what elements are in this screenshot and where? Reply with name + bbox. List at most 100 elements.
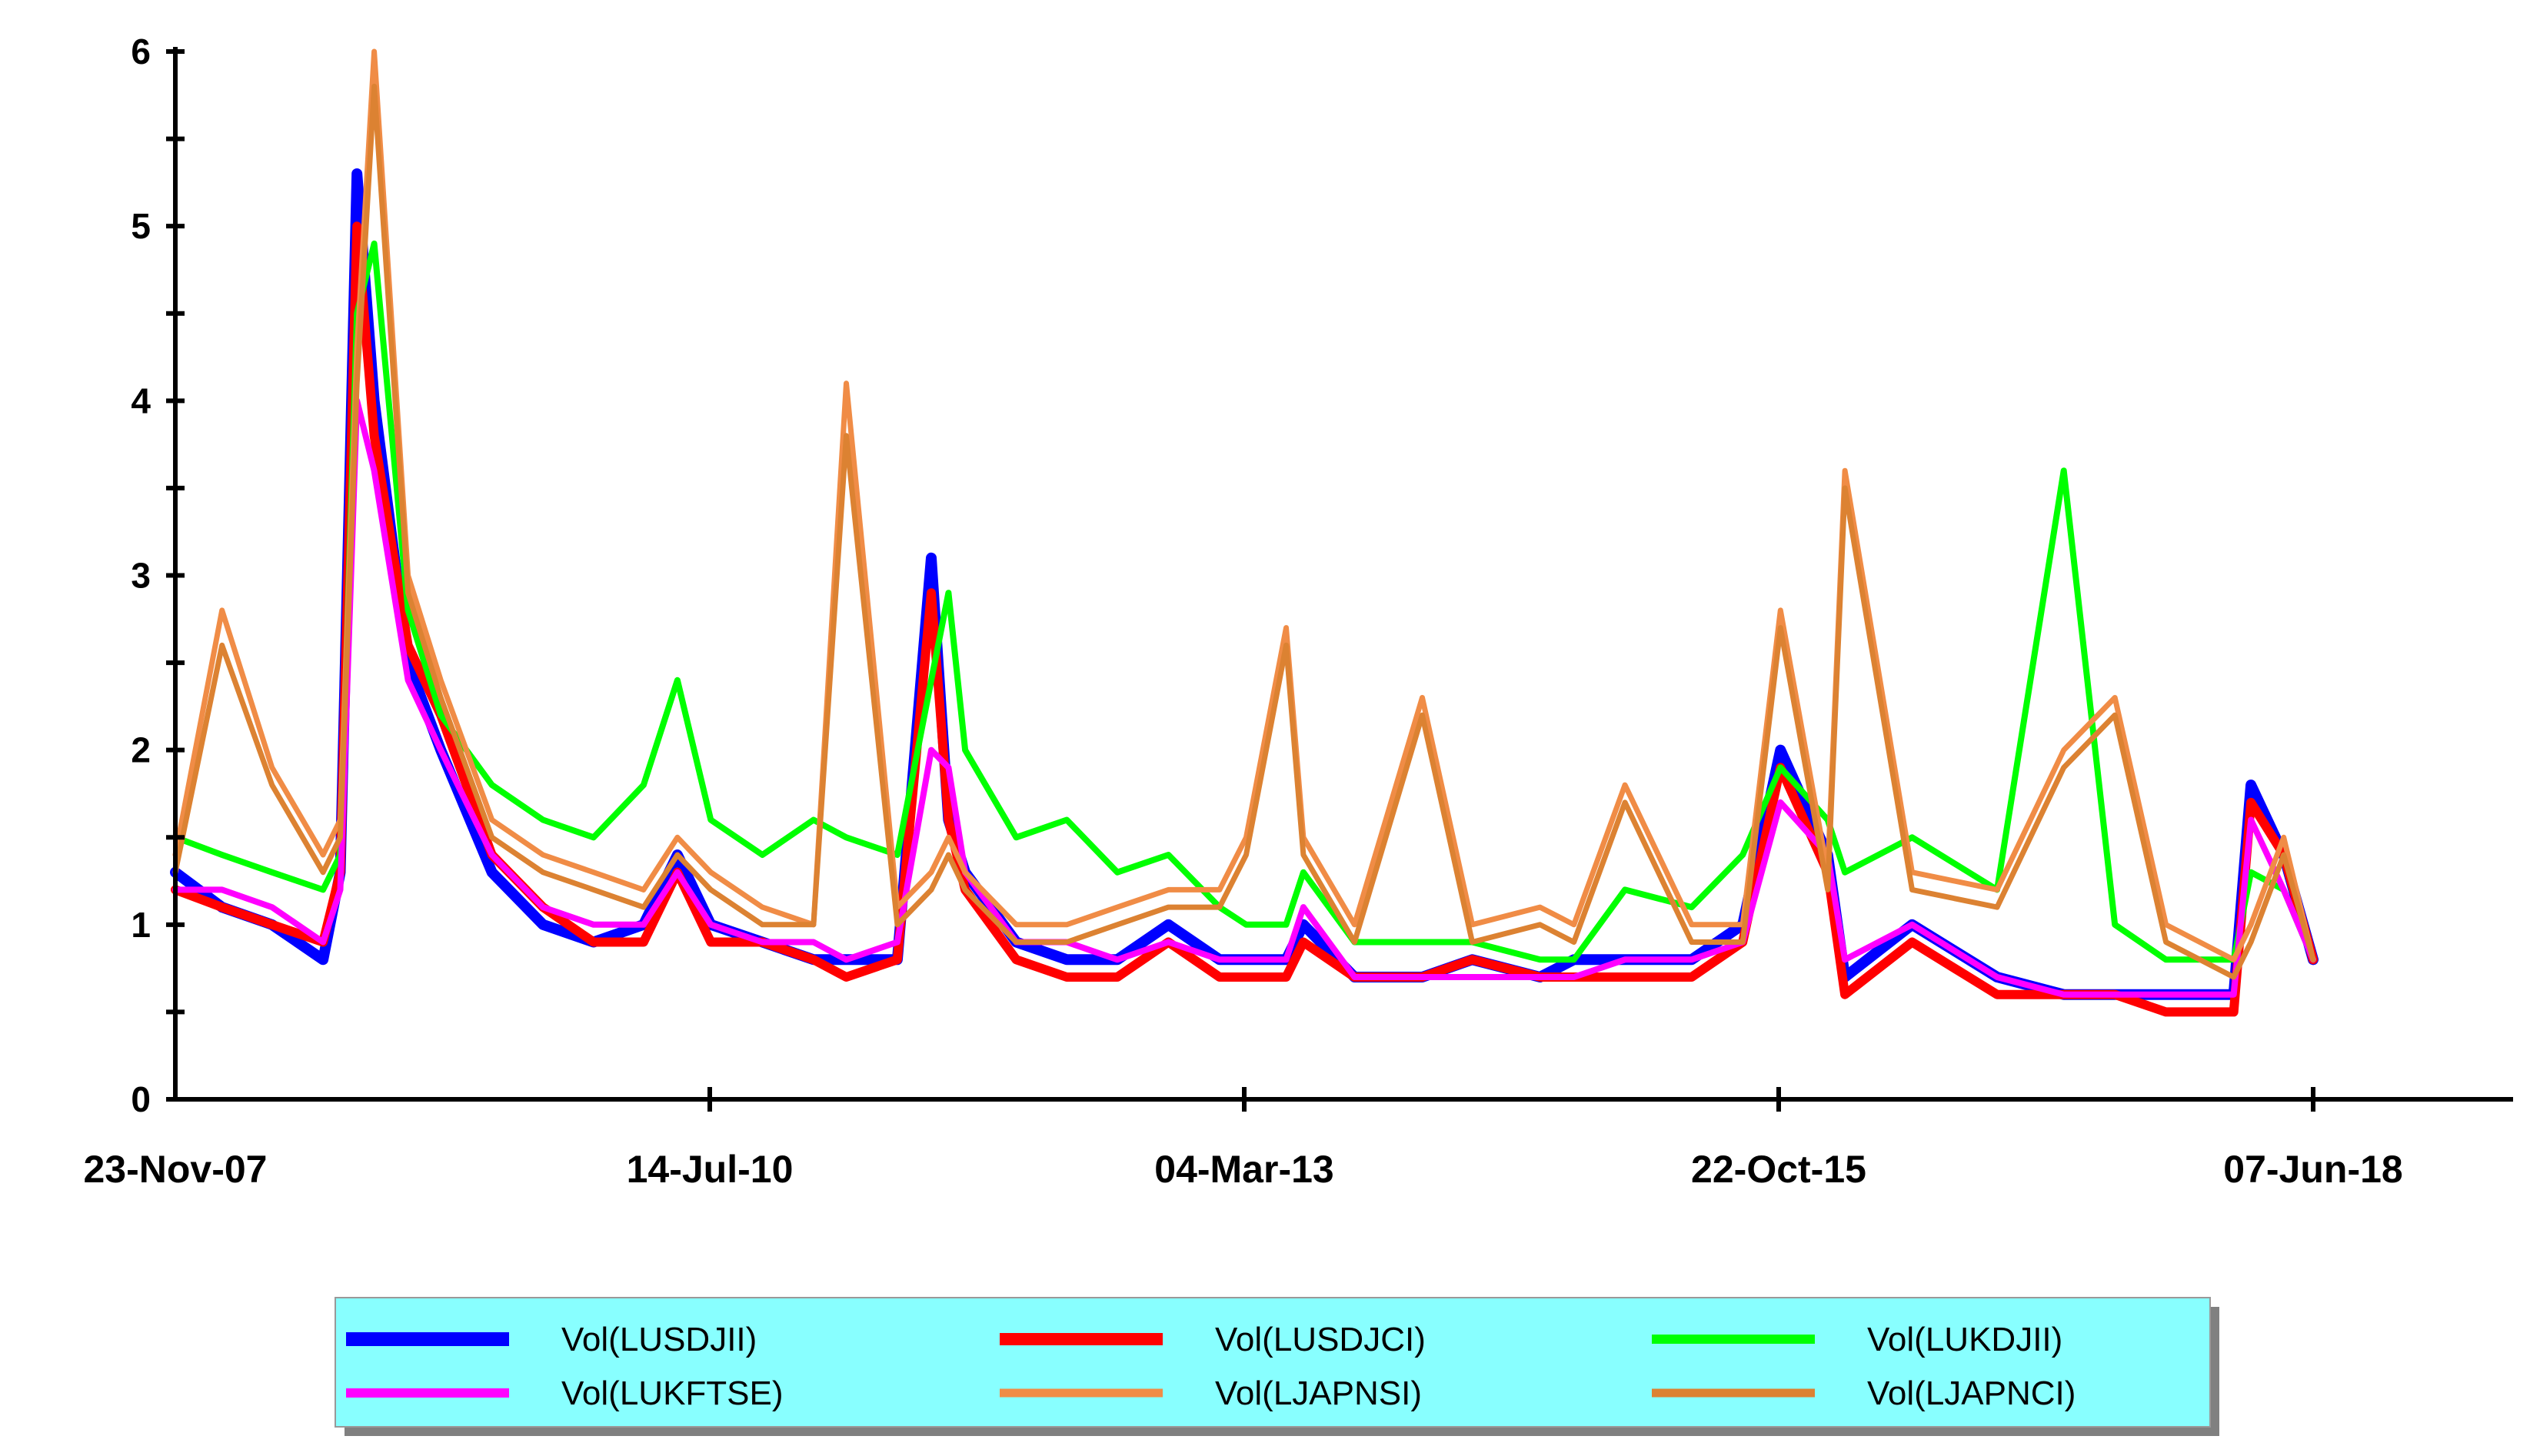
data-point [1244, 976, 1248, 979]
data-point [811, 940, 815, 944]
data-point [541, 906, 545, 909]
data-point [761, 906, 764, 909]
legend-label: Vol(LJAPNSI) [1215, 1375, 1422, 1412]
x-tick-label: 04-Mar-13 [1154, 1148, 1333, 1191]
data-point [1572, 922, 1576, 926]
legend-item: Vol(LUKFTSE) [346, 1375, 784, 1412]
data-point [541, 870, 545, 874]
data-point [811, 922, 815, 926]
data-point [1167, 906, 1170, 909]
data-point [1284, 643, 1288, 647]
data-point [709, 818, 713, 822]
data-point [811, 958, 815, 962]
data-point [321, 940, 325, 944]
data-point [2113, 992, 2117, 996]
series-volljapnsi [172, 48, 2316, 962]
data-point [1623, 800, 1627, 804]
data-point [1116, 922, 1119, 926]
y-tick-label: 3 [131, 556, 151, 596]
data-point [1167, 853, 1170, 856]
data-point [591, 870, 595, 874]
data-point [1470, 958, 1474, 962]
data-point [641, 906, 645, 909]
data-point [1996, 992, 1999, 996]
data-point [1284, 922, 1288, 926]
data-point [1538, 906, 1542, 909]
data-point [1167, 940, 1170, 944]
data-point [2249, 870, 2253, 874]
data-point [541, 853, 545, 856]
data-point [270, 766, 274, 770]
data-point [1353, 940, 1357, 944]
data-point [1910, 888, 1914, 892]
data-point [2282, 836, 2285, 839]
data-point [844, 836, 848, 839]
data-point [2232, 992, 2235, 996]
data-point [895, 940, 899, 944]
data-point [406, 591, 410, 595]
legend-item: Vol(LJAPNCI) [1652, 1375, 2076, 1412]
data-point [1538, 958, 1542, 962]
data-point [930, 870, 933, 874]
data-point [1470, 922, 1474, 926]
data-point [895, 958, 899, 962]
data-point [844, 434, 848, 437]
data-point [270, 922, 274, 926]
data-point [947, 836, 950, 839]
data-point [2164, 958, 2168, 962]
legend-label: Vol(LUSDJCI) [1215, 1321, 1426, 1358]
data-point [541, 818, 545, 822]
data-point [1623, 783, 1627, 787]
y-tick-label: 6 [131, 32, 151, 71]
series-line [172, 48, 2316, 962]
data-point [220, 643, 224, 647]
x-tick-label: 23-Nov-07 [84, 1148, 268, 1191]
data-point [1996, 976, 1999, 979]
data-point [1689, 922, 1693, 926]
data-point [1116, 870, 1119, 874]
data-point [1572, 958, 1576, 962]
data-point [641, 940, 645, 944]
data-point [1244, 853, 1248, 856]
data-point [1910, 940, 1914, 944]
data-point [2232, 1010, 2235, 1014]
data-point [2249, 922, 2253, 926]
data-point [355, 224, 359, 228]
legend-item: Vol(LUKDJII) [1652, 1321, 2062, 1358]
data-point [1014, 958, 1018, 962]
data-point [1217, 888, 1221, 892]
data-point [1284, 976, 1288, 979]
data-point [220, 853, 224, 856]
data-point [2164, 940, 2168, 944]
y-tick-label: 2 [131, 730, 151, 770]
data-point [641, 783, 645, 787]
data-point [1420, 713, 1424, 717]
data-point [675, 836, 679, 839]
data-point [220, 888, 224, 892]
data-point [1065, 818, 1069, 822]
data-point [591, 922, 595, 926]
data-point [641, 888, 645, 892]
data-point [930, 748, 933, 752]
data-point [1779, 626, 1783, 630]
data-point [964, 870, 967, 874]
series-vollusdjii [170, 168, 2319, 1000]
data-point [1301, 940, 1305, 944]
data-point [964, 888, 967, 892]
data-point [1538, 976, 1542, 979]
series-line [172, 83, 2316, 980]
data-point [321, 958, 325, 962]
y-tick-label: 4 [131, 381, 151, 421]
data-point [2164, 1010, 2168, 1014]
data-point [2312, 958, 2315, 962]
data-point [2113, 922, 2117, 926]
legend: Vol(LUSDJII) Vol(LUSDJCI) Vol(LUKDJII) Vol(… [335, 1297, 2219, 1436]
legend-item: Vol(LUSDJCI) [1000, 1321, 1426, 1358]
data-point [709, 940, 713, 944]
data-point [1470, 940, 1474, 944]
data-point [321, 888, 325, 892]
data-point [1779, 608, 1783, 612]
x-tick-label: 22-Oct-15 [1691, 1148, 1866, 1191]
data-point [591, 836, 595, 839]
